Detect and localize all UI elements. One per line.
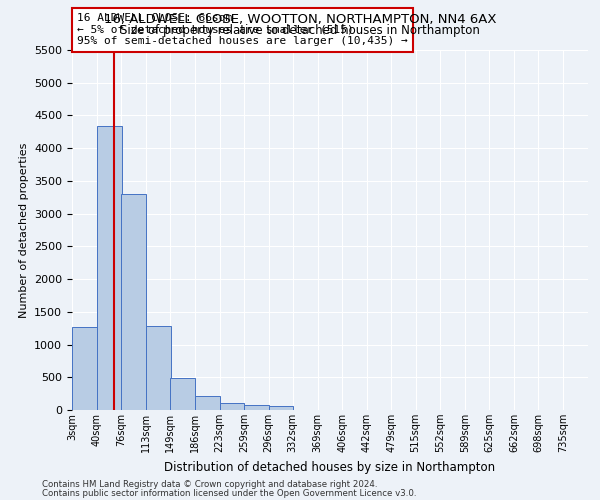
Text: 16, ALDWELL CLOSE, WOOTTON, NORTHAMPTON, NN4 6AX: 16, ALDWELL CLOSE, WOOTTON, NORTHAMPTON,… — [104, 12, 496, 26]
Bar — [97, 126, 122, 410]
Y-axis label: Number of detached properties: Number of detached properties — [19, 142, 29, 318]
Bar — [220, 404, 244, 410]
Bar — [146, 326, 170, 410]
Bar — [244, 405, 269, 410]
Bar — [121, 194, 146, 410]
Text: 16 ALDWELL CLOSE: 66sqm
← 5% of detached houses are smaller (515)
95% of semi-de: 16 ALDWELL CLOSE: 66sqm ← 5% of detached… — [77, 13, 408, 46]
Bar — [269, 406, 293, 410]
X-axis label: Distribution of detached houses by size in Northampton: Distribution of detached houses by size … — [164, 460, 496, 473]
Text: Size of property relative to detached houses in Northampton: Size of property relative to detached ho… — [120, 24, 480, 37]
Bar — [72, 327, 97, 410]
Text: Contains HM Land Registry data © Crown copyright and database right 2024.: Contains HM Land Registry data © Crown c… — [42, 480, 377, 489]
Bar — [195, 396, 220, 410]
Bar — [170, 378, 195, 410]
Text: Contains public sector information licensed under the Open Government Licence v3: Contains public sector information licen… — [42, 488, 416, 498]
